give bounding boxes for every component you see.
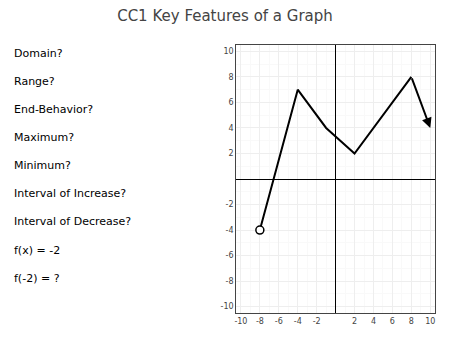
- svg-text:-4: -4: [294, 317, 302, 326]
- svg-text:4: 4: [371, 317, 376, 326]
- svg-text:-8: -8: [256, 317, 264, 326]
- svg-text:Interval of Increase?: Interval of Increase?: [14, 187, 126, 200]
- svg-text:-2: -2: [226, 200, 234, 209]
- svg-text:10: 10: [223, 47, 233, 56]
- svg-text:f(-2) = ?: f(-2) = ?: [14, 272, 60, 285]
- svg-text:Maximum?: Maximum?: [14, 131, 74, 144]
- svg-text:-6: -6: [226, 251, 234, 260]
- svg-text:2: 2: [228, 149, 233, 158]
- svg-text:8: 8: [228, 73, 233, 82]
- svg-text:-8: -8: [226, 277, 234, 286]
- svg-text:4: 4: [228, 124, 233, 133]
- svg-text:2: 2: [352, 317, 357, 326]
- svg-text:Minimum?: Minimum?: [14, 159, 71, 172]
- svg-text:6: 6: [228, 98, 233, 107]
- svg-text:Interval of Decrease?: Interval of Decrease?: [14, 215, 131, 228]
- svg-text:-2: -2: [313, 317, 321, 326]
- svg-text:f(x) = -2: f(x) = -2: [14, 244, 60, 257]
- svg-text:6: 6: [390, 317, 395, 326]
- svg-text:CC1 Key Features of a Graph: CC1 Key Features of a Graph: [117, 7, 333, 25]
- svg-text:10: 10: [425, 317, 435, 326]
- svg-text:Domain?: Domain?: [14, 47, 63, 60]
- svg-text:-4: -4: [226, 226, 234, 235]
- svg-text:8: 8: [409, 317, 414, 326]
- svg-text:Range?: Range?: [14, 75, 55, 88]
- svg-text:-6: -6: [275, 317, 283, 326]
- svg-text:-10: -10: [221, 302, 234, 311]
- svg-text:End-Behavior?: End-Behavior?: [14, 103, 93, 116]
- svg-text:-10: -10: [234, 317, 247, 326]
